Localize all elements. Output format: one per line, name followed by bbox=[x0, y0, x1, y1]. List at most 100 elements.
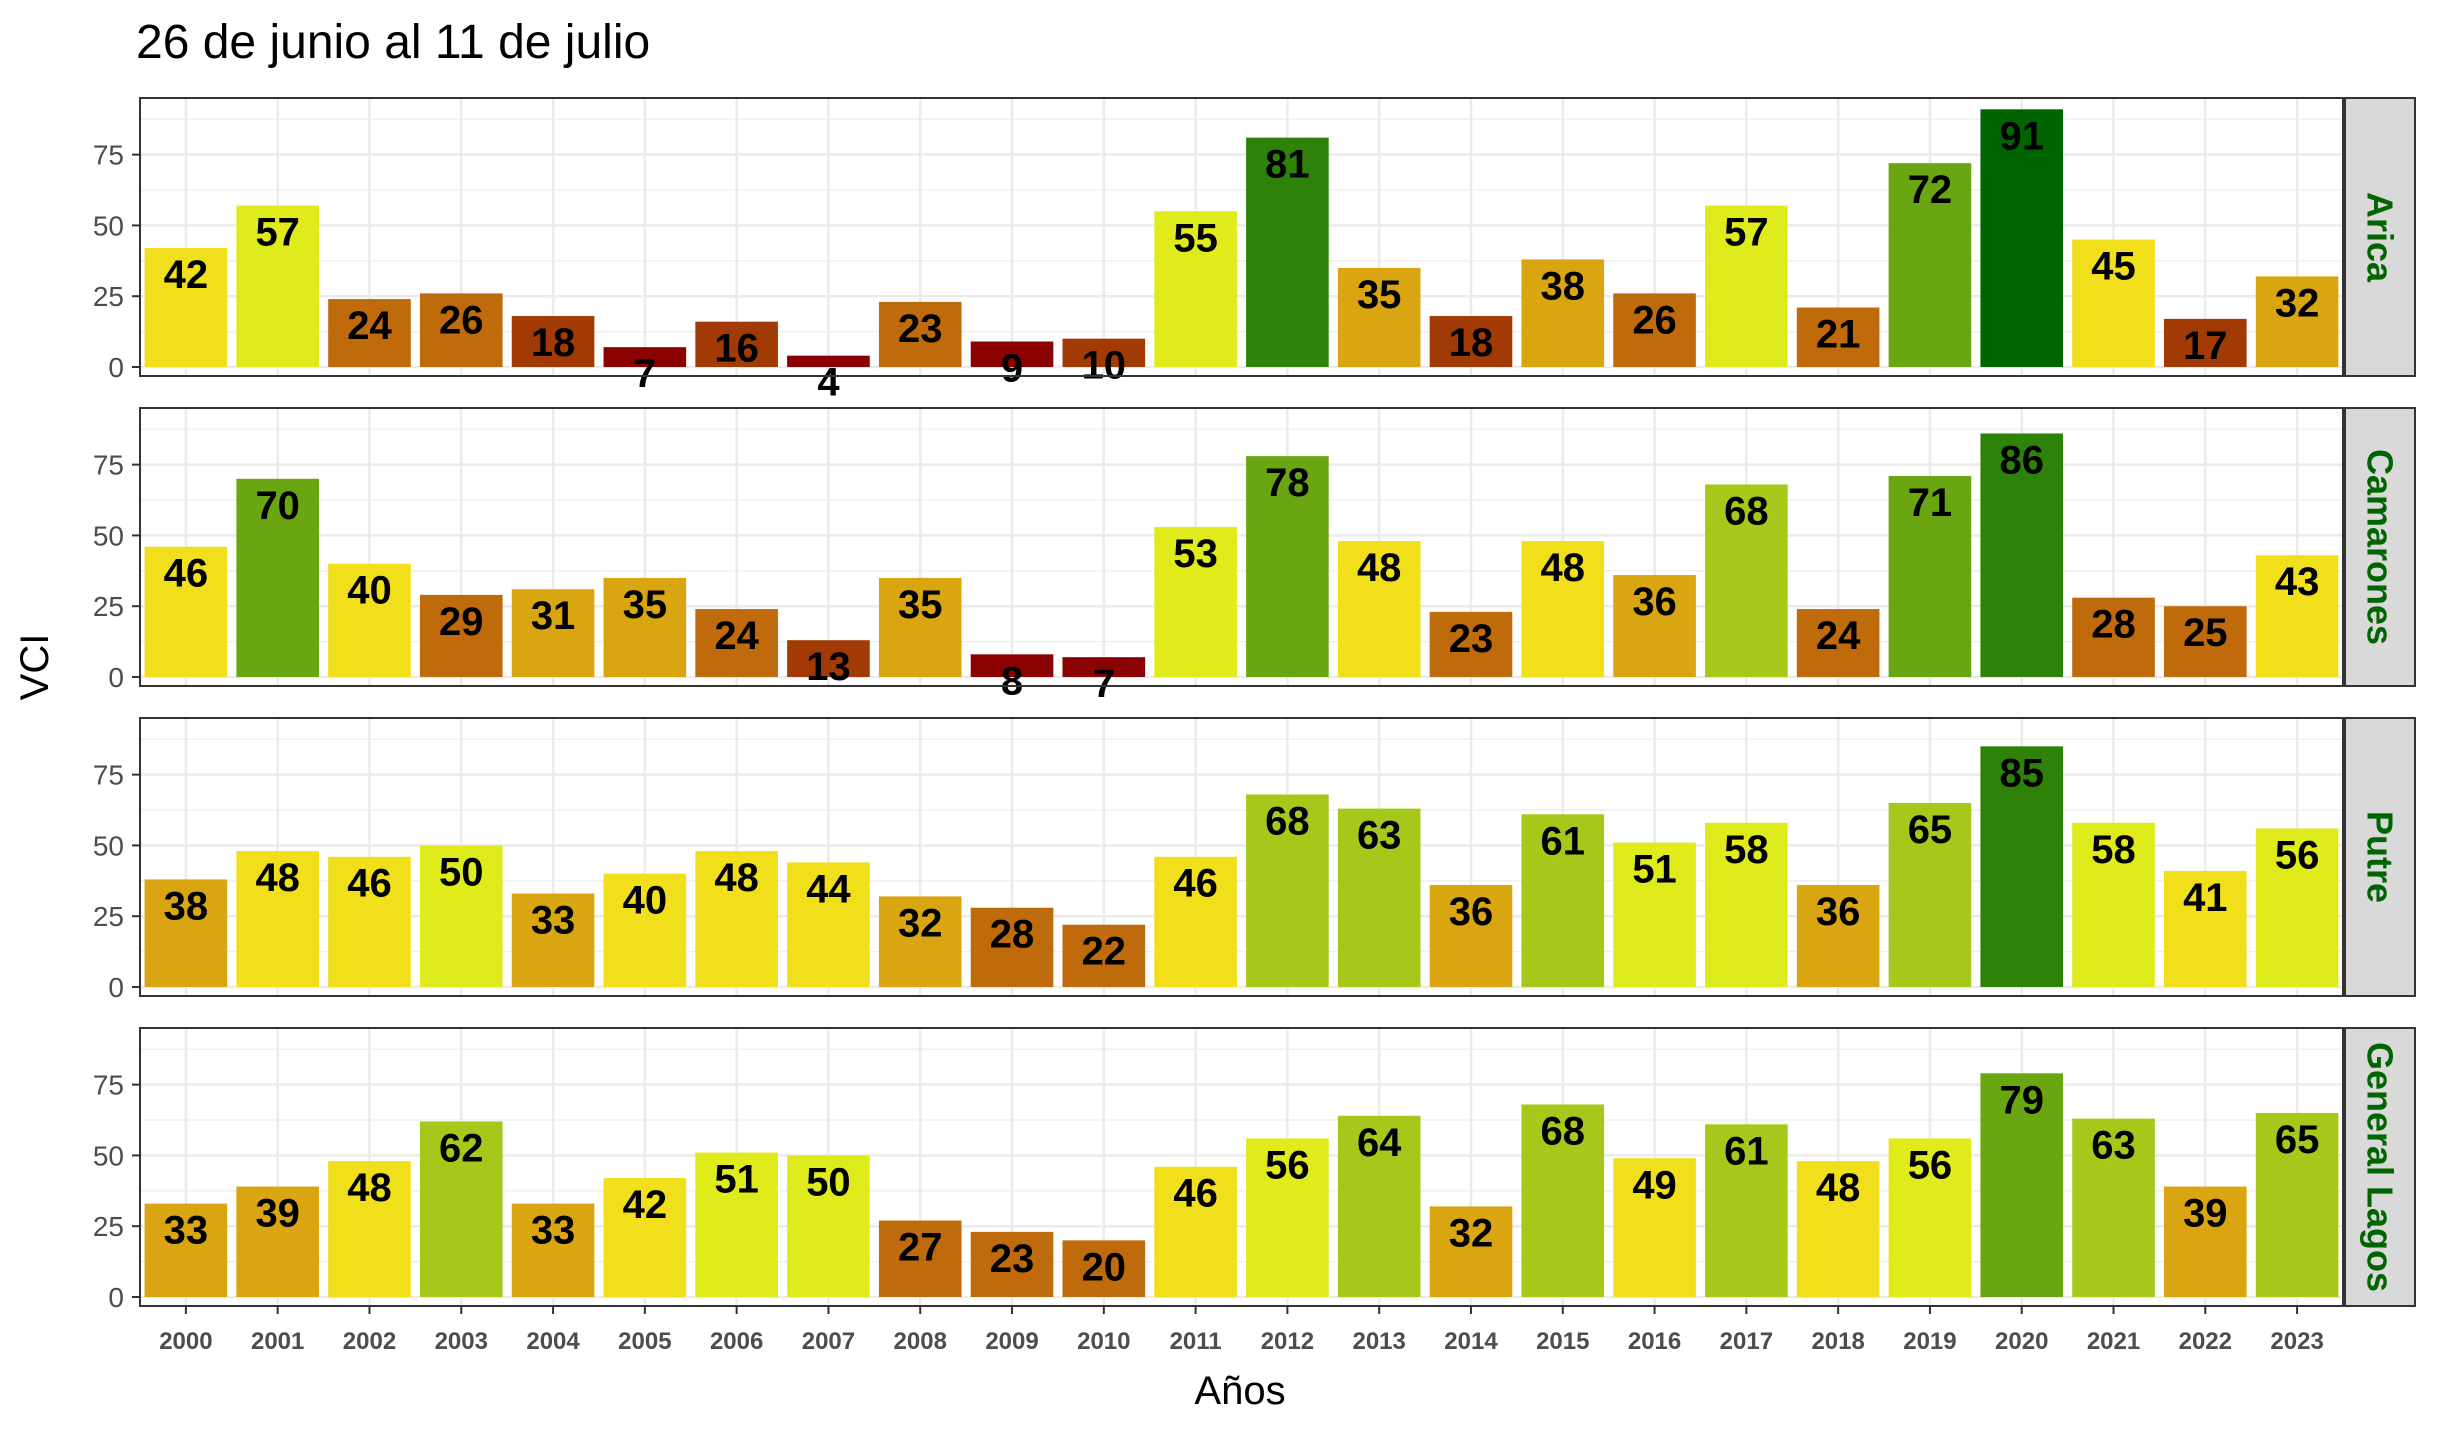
x-tick-label: 2021 bbox=[2087, 1328, 2140, 1355]
bar-label: 7 bbox=[634, 352, 656, 396]
bar-label: 61 bbox=[1541, 819, 1586, 863]
bar bbox=[1337, 267, 1421, 367]
bar bbox=[1154, 1166, 1237, 1297]
y-tick-label: 75 bbox=[93, 760, 124, 791]
bar-label: 63 bbox=[2091, 1124, 2136, 1168]
bar bbox=[970, 1231, 1054, 1297]
bar-label: 40 bbox=[347, 569, 392, 613]
x-tick-label: 2011 bbox=[1170, 1328, 1222, 1355]
bar-label: 58 bbox=[1724, 828, 1769, 872]
y-tick-label: 0 bbox=[108, 352, 124, 383]
bar bbox=[1429, 885, 1513, 987]
bar-label: 10 bbox=[1082, 344, 1127, 388]
bar bbox=[328, 563, 411, 677]
bar-label: 20 bbox=[1082, 1245, 1127, 1289]
bar-label: 28 bbox=[990, 913, 1035, 957]
bar bbox=[1062, 1240, 1146, 1297]
x-tick-label: 2015 bbox=[1536, 1328, 1589, 1355]
bar bbox=[236, 851, 319, 987]
bar bbox=[787, 355, 870, 367]
bar-label: 68 bbox=[1724, 489, 1769, 533]
y-tick-label: 50 bbox=[93, 1140, 124, 1171]
bar-label: 45 bbox=[2091, 245, 2136, 289]
bar-label: 79 bbox=[1999, 1078, 2044, 1122]
bar bbox=[878, 301, 962, 367]
bar bbox=[603, 873, 687, 987]
chart-title: 26 de junio al 11 de julio bbox=[136, 16, 650, 69]
y-tick-label: 25 bbox=[93, 1211, 124, 1242]
facet-strip bbox=[2344, 407, 2416, 687]
y-axis-title: VCI bbox=[13, 634, 57, 701]
bar-label: 9 bbox=[1001, 347, 1023, 391]
bar bbox=[695, 1152, 778, 1297]
facet-strip-label: General Lagos bbox=[2360, 1042, 2401, 1292]
bar bbox=[1521, 541, 1605, 677]
bar bbox=[970, 341, 1054, 367]
bar-label: 8 bbox=[1001, 659, 1023, 703]
bar bbox=[695, 609, 778, 677]
bar-label: 70 bbox=[255, 484, 300, 528]
bar bbox=[2072, 822, 2155, 987]
bar-label: 43 bbox=[2275, 560, 2320, 604]
bar-label: 16 bbox=[714, 327, 759, 371]
panel-background bbox=[140, 718, 2343, 996]
x-tick-label: 2020 bbox=[1995, 1328, 2048, 1355]
bar-label: 33 bbox=[531, 899, 576, 943]
x-tick-label: 2000 bbox=[159, 1328, 212, 1355]
bar-label: 57 bbox=[1724, 211, 1769, 255]
bar bbox=[1246, 137, 1329, 367]
bar bbox=[2255, 1112, 2339, 1297]
bar-label: 50 bbox=[439, 850, 484, 894]
bar bbox=[2164, 870, 2247, 987]
y-tick-label: 50 bbox=[93, 210, 124, 241]
y-tick-label: 0 bbox=[108, 972, 124, 1003]
bar-label: 32 bbox=[1449, 1211, 1494, 1255]
bar-label: 25 bbox=[2183, 611, 2228, 655]
bar-label: 51 bbox=[714, 1158, 759, 1202]
bar bbox=[1888, 1138, 1972, 1297]
bar-label: 29 bbox=[439, 600, 484, 644]
panel-background bbox=[140, 1028, 2343, 1306]
bar-label: 72 bbox=[1908, 168, 1953, 212]
x-tick-label: 2010 bbox=[1077, 1328, 1130, 1355]
bar-label: 85 bbox=[1999, 751, 2044, 795]
bar-label: 91 bbox=[1999, 114, 2044, 158]
y-tick-label: 75 bbox=[93, 140, 124, 171]
x-axis-ticks: 2000 2001 2002 2003 2004 2005 2006 2007 2008 2009… bbox=[159, 1306, 2324, 1355]
bar bbox=[2164, 1186, 2247, 1297]
bar-label: 65 bbox=[1908, 808, 1953, 852]
bar-label: 57 bbox=[255, 211, 300, 255]
bar-label: 18 bbox=[1449, 321, 1494, 365]
facet-panel: 33 39 48 62 33 42 51 50 27 23 20 46 56 64 32 68 49 61 48 56… bbox=[93, 1027, 2416, 1313]
bar bbox=[878, 1220, 962, 1297]
bar bbox=[1062, 338, 1146, 367]
bar bbox=[2255, 828, 2339, 987]
bar-label: 48 bbox=[1816, 1166, 1861, 1210]
bar bbox=[1521, 259, 1605, 367]
bar-label: 48 bbox=[714, 856, 759, 900]
bar bbox=[1888, 163, 1972, 367]
bar-label: 42 bbox=[623, 1183, 668, 1227]
x-tick-label: 2012 bbox=[1261, 1328, 1314, 1355]
bar bbox=[1154, 526, 1237, 677]
x-tick-label: 2007 bbox=[802, 1328, 855, 1355]
panel-border bbox=[139, 717, 2344, 997]
bar bbox=[1337, 1115, 1421, 1297]
bar-label: 55 bbox=[1173, 216, 1218, 260]
facet-panel: 46 70 40 29 31 35 24 13 35 8 7 53 78 48 23 48 36 68 24 71 86… bbox=[93, 407, 2416, 706]
bar bbox=[1613, 842, 1696, 987]
x-axis-title: Años bbox=[1194, 1369, 1285, 1413]
bar bbox=[1246, 1138, 1329, 1297]
bar bbox=[1980, 109, 2064, 367]
bar bbox=[1613, 1158, 1696, 1297]
bar bbox=[2164, 606, 2247, 677]
bar bbox=[1154, 856, 1237, 987]
x-tick-label: 2009 bbox=[985, 1328, 1038, 1355]
bar bbox=[419, 845, 503, 987]
bar bbox=[1980, 433, 2064, 677]
bar bbox=[236, 205, 319, 367]
y-tick-label: 25 bbox=[93, 281, 124, 312]
bar-label: 26 bbox=[1632, 298, 1677, 342]
x-tick-label: 2006 bbox=[710, 1328, 763, 1355]
bar bbox=[1796, 1161, 1880, 1297]
